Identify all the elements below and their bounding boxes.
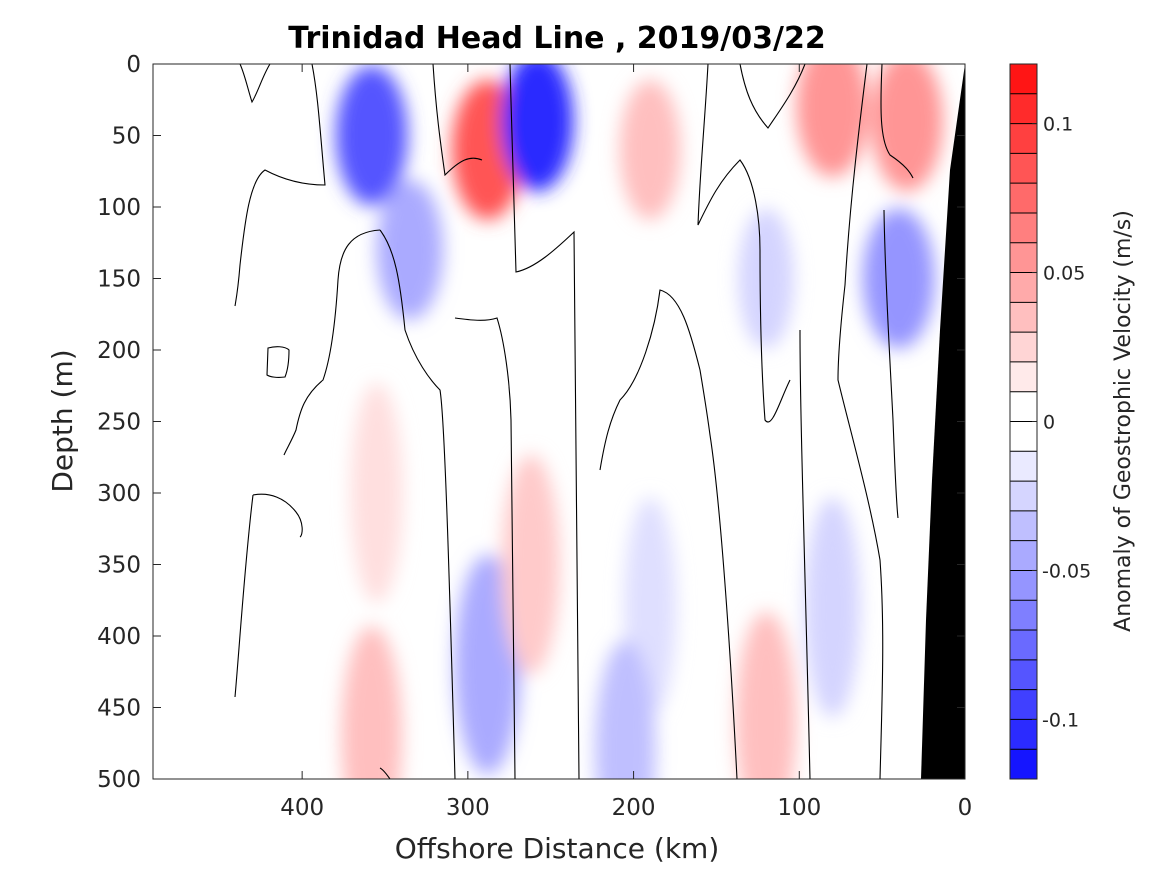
- velocity-patch: [341, 626, 403, 779]
- velocity-patch: [804, 497, 861, 718]
- colorbar-swatch: [1010, 123, 1037, 154]
- contour-line: [234, 494, 254, 698]
- contour-line: [880, 64, 914, 179]
- velocity-patch: [594, 640, 656, 779]
- velocity-patch: [796, 64, 869, 177]
- contour-line: [739, 64, 806, 129]
- y-tick-label: 250: [97, 410, 141, 436]
- colorbar-swatch: [1010, 421, 1037, 452]
- velocity-patch: [871, 64, 943, 192]
- y-tick-label: 0: [126, 52, 141, 78]
- x-tick-label: 300: [446, 795, 490, 821]
- velocity-patch: [350, 383, 403, 603]
- contour-line: [252, 493, 303, 538]
- colorbar: 0.1 0.05 0 -0.05 -0.1: [1009, 63, 1091, 780]
- colorbar-swatch: [1010, 272, 1037, 303]
- velocity-patch: [376, 179, 444, 320]
- velocity-patch: [862, 208, 935, 349]
- colorbar-swatch: [1010, 540, 1037, 571]
- velocity-patch: [454, 554, 521, 775]
- velocity-patch: [501, 64, 574, 192]
- chart-title: Trinidad Head Line , 2019/03/22: [288, 21, 825, 56]
- x-tick-label: 100: [777, 795, 821, 821]
- y-tick-label: 100: [97, 195, 141, 221]
- x-tick-label: 0: [958, 795, 973, 821]
- x-tick-label: 400: [280, 795, 324, 821]
- contour-line: [239, 64, 271, 104]
- contour-line: [599, 289, 738, 779]
- colorbar-swatch: [1010, 93, 1037, 125]
- colorbar-swatch: [1010, 451, 1037, 482]
- colorbar-swatch: [1010, 153, 1037, 184]
- contour-line: [379, 767, 391, 779]
- contour-line: [266, 346, 290, 378]
- colorbar-swatch: [1010, 510, 1037, 542]
- y-tick-label: 50: [112, 124, 141, 150]
- velocity-patch: [735, 611, 797, 779]
- colorbar-swatch: [1010, 481, 1037, 512]
- contour-line: [432, 64, 483, 177]
- contour-line: [234, 64, 326, 307]
- x-tick-label: 200: [612, 795, 656, 821]
- contour-line: [283, 229, 381, 456]
- colorbar-label: Anomaly of Geostrophic Velocity (m/s): [1111, 210, 1136, 632]
- colorbar-tick-label: 0.05: [1043, 263, 1085, 285]
- colorbar-swatch: [1010, 749, 1037, 780]
- y-axis-label: Depth (m): [46, 349, 79, 492]
- x-axis: 400 300 200 100 0: [280, 64, 972, 821]
- y-tick-label: 200: [97, 338, 141, 364]
- colorbar-swatch: [1010, 391, 1037, 422]
- colorbar-swatch: [1010, 630, 1037, 661]
- contour-line: [454, 317, 516, 779]
- colorbar-swatch: [1010, 570, 1037, 601]
- bathymetry-seafloor: [921, 64, 965, 779]
- y-tick-label: 400: [97, 624, 141, 650]
- colorbar-swatch: [1010, 361, 1037, 393]
- contour-line: [697, 64, 791, 423]
- y-axis: 0 50 100 150 200 250 300 350 400 450 500: [97, 52, 965, 793]
- colorbar-tick-label: 0.1: [1043, 114, 1073, 136]
- colorbar-swatch: [1010, 64, 1037, 95]
- velocity-patch: [619, 79, 681, 220]
- velocity-patch: [335, 65, 408, 206]
- colorbar-swatch: [1010, 302, 1037, 333]
- colorbar-swatch: [1010, 719, 1037, 750]
- colorbar-swatch: [1010, 242, 1037, 274]
- colorbar-swatch: [1010, 212, 1037, 244]
- y-tick-label: 300: [97, 481, 141, 507]
- y-tick-label: 150: [97, 267, 141, 293]
- colorbar-tick-label: -0.05: [1042, 560, 1091, 582]
- x-axis-label: Offshore Distance (km): [395, 832, 720, 865]
- contour-line: [883, 209, 899, 519]
- y-tick-label: 350: [97, 553, 141, 579]
- contour-line: [379, 229, 456, 779]
- contour-line: [799, 329, 811, 779]
- colorbar-swatch: [1010, 659, 1037, 691]
- y-tick-label: 450: [97, 696, 141, 722]
- colorbar-swatch: [1010, 600, 1037, 631]
- contour-line: [837, 64, 884, 779]
- colorbar-tick-label: 0: [1043, 412, 1055, 434]
- colorbar-swatch: [1010, 332, 1037, 363]
- colorbar-swatch: [1010, 689, 1037, 720]
- velocity-patch: [501, 454, 560, 675]
- velocity-patches: [335, 64, 943, 779]
- y-tick-label: 500: [97, 767, 141, 793]
- velocity-field: [234, 64, 965, 779]
- colorbar-tick-label: -0.1: [1042, 709, 1079, 731]
- velocity-patch: [738, 208, 794, 349]
- colorbar-swatch: [1010, 183, 1037, 214]
